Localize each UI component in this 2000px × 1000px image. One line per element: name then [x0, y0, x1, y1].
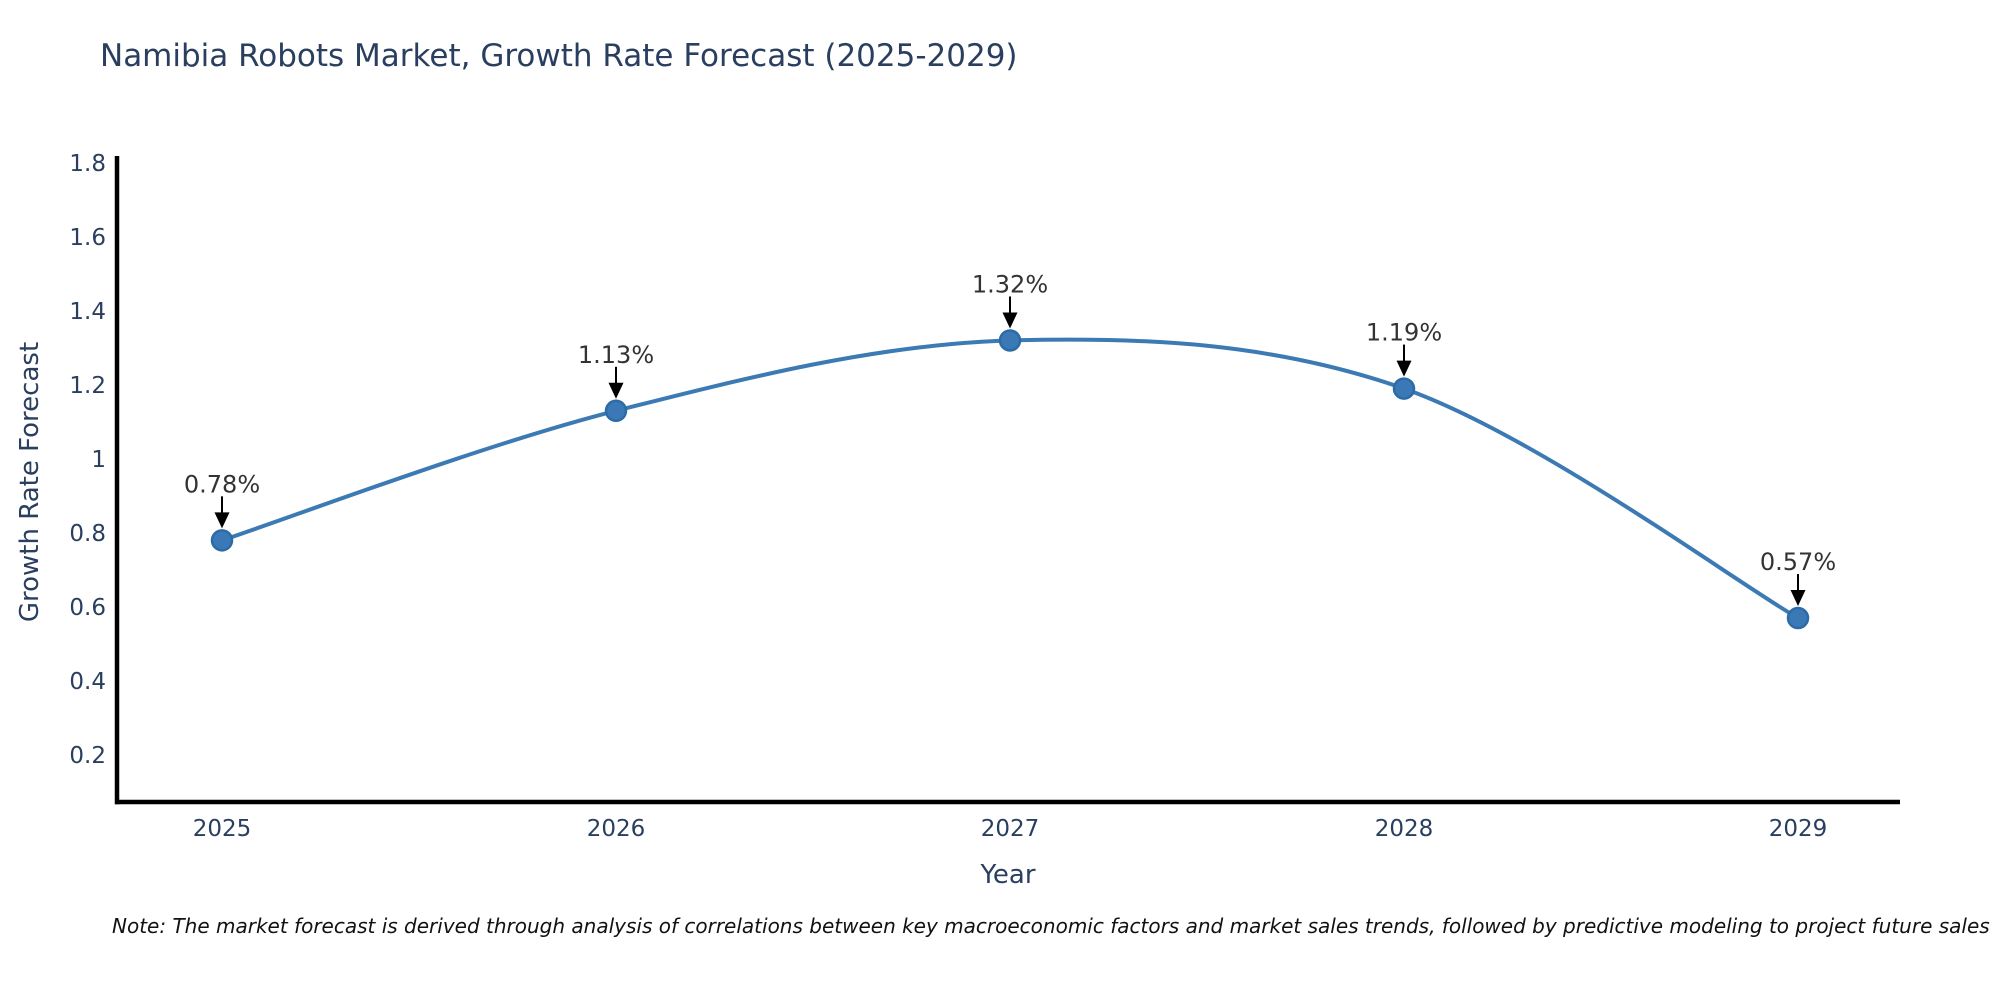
annotation-arrow-head	[1396, 360, 1412, 377]
annotation-arrow-head	[214, 512, 230, 529]
x-tick-label: 2029	[1769, 816, 1828, 842]
annotation-arrow-head	[1002, 312, 1018, 329]
chart-title: Namibia Robots Market, Growth Rate Forec…	[100, 38, 1018, 74]
y-tick-label: 1.2	[69, 373, 106, 399]
y-tick-label: 0.6	[69, 595, 106, 621]
x-tick-label: 2028	[1375, 816, 1434, 842]
x-tick-label: 2025	[193, 816, 252, 842]
y-tick-label: 0.2	[69, 743, 106, 769]
point-value-label: 1.19%	[1366, 319, 1442, 347]
point-value-label: 1.32%	[972, 270, 1048, 298]
point-value-label: 0.57%	[1760, 548, 1836, 576]
y-tick-label: 1.4	[69, 299, 106, 325]
y-tick-label: 1	[91, 447, 106, 473]
annotation-arrow-head	[608, 382, 624, 399]
y-tick-label: 0.8	[69, 521, 106, 547]
y-tick-label: 1.6	[69, 225, 106, 251]
point-value-label: 1.13%	[578, 341, 654, 369]
x-tick-label: 2026	[587, 816, 646, 842]
y-tick-label: 1.8	[69, 151, 106, 177]
data-point-marker	[1392, 377, 1416, 400]
x-tick-label: 2027	[981, 816, 1040, 842]
y-axis-title: Growth Rate Forecast	[15, 341, 45, 623]
data-point-marker	[1786, 606, 1810, 630]
data-point-marker	[210, 529, 234, 552]
chart-footnote: Note: The market forecast is derived thr…	[112, 914, 1990, 938]
y-tick-label: 0.4	[69, 669, 106, 695]
x-axis-title: Year	[980, 860, 1036, 890]
data-point-marker	[998, 329, 1022, 352]
data-point-marker	[604, 399, 628, 423]
point-value-label: 0.78%	[184, 470, 260, 498]
trend-line	[220, 337, 1800, 621]
annotation-arrow-head	[1790, 590, 1806, 607]
